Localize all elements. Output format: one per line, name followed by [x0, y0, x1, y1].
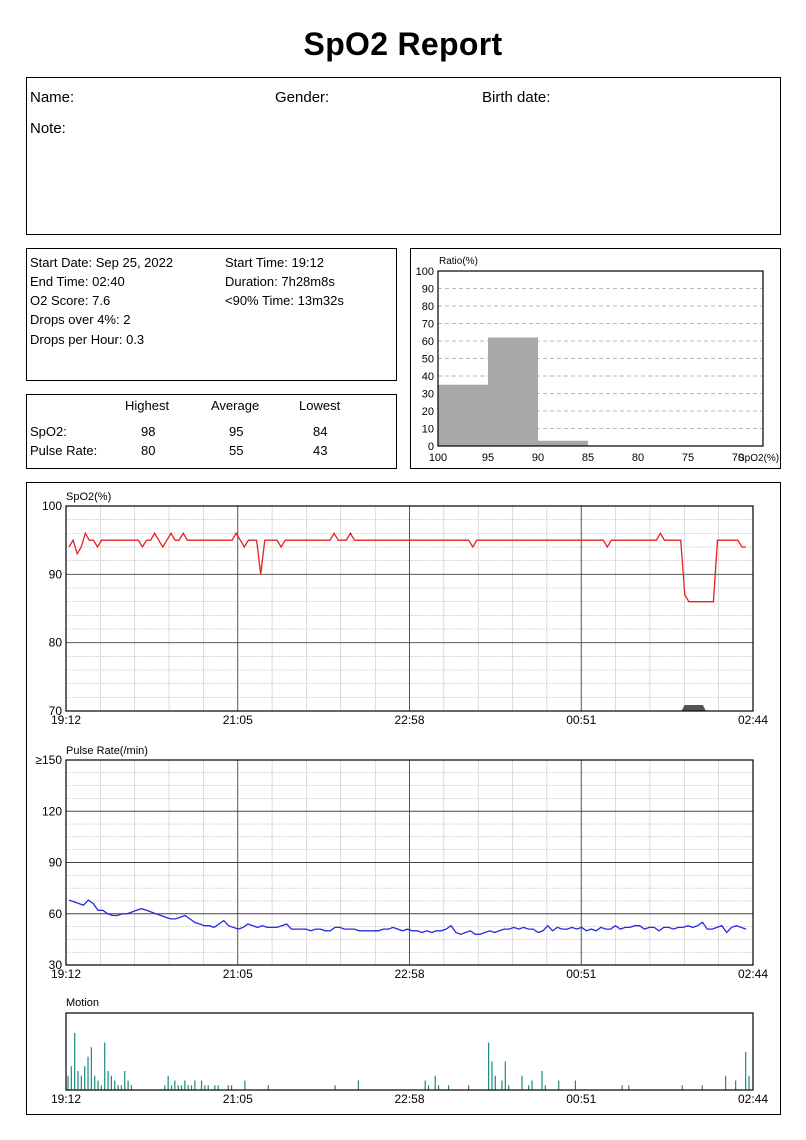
start-time: Start Time: 19:12 — [225, 255, 324, 270]
spo2-xtick: 00:51 — [566, 713, 596, 727]
pulse-xtick: 02:44 — [738, 967, 768, 981]
spo2-xtick: 19:12 — [51, 713, 81, 727]
motion-xtick: 19:12 — [51, 1092, 81, 1106]
hist-bar — [438, 384, 488, 446]
motion-xtick: 02:44 — [738, 1092, 768, 1106]
spo2-xtick: 02:44 — [738, 713, 768, 727]
name-label: Name: — [30, 89, 75, 106]
hist-ytick: 50 — [422, 354, 434, 366]
start-date: Start Date: Sep 25, 2022 — [30, 255, 174, 270]
stats-table: Highest Average Lowest SpO2: 98 95 84 Pu… — [26, 394, 397, 469]
drops-per-hour: Drops per Hour: 0.3 — [30, 332, 145, 347]
hist-ytick: 100 — [416, 266, 434, 278]
hist-ytick: 0 — [428, 441, 434, 453]
note-label: Note: — [30, 120, 66, 137]
hist-xtick: 80 — [632, 452, 644, 464]
hist-ytick: 70 — [422, 319, 434, 331]
hist-ytick: 80 — [422, 301, 434, 313]
header-average: Average — [211, 398, 260, 413]
pulse-ytick: 30 — [49, 958, 63, 972]
header-lowest: Lowest — [299, 398, 341, 413]
hist-ytick: 10 — [422, 424, 434, 436]
motion-frame — [65, 1012, 754, 1091]
motion-xtick: 00:51 — [566, 1092, 596, 1106]
hist-ytick: 90 — [422, 284, 434, 296]
hist-bar — [538, 440, 588, 446]
pulse-ytick: 60 — [49, 907, 63, 921]
hist-bar — [488, 337, 538, 446]
spo2-row-label: SpO2: — [30, 424, 67, 439]
spo2-ytick: 90 — [49, 567, 63, 581]
pulse-highest: 80 — [141, 443, 156, 458]
pulse-row-label: Pulse Rate: — [30, 443, 98, 458]
hist-ytick: 30 — [422, 389, 434, 401]
birth-date-label: Birth date: — [482, 89, 551, 106]
hist-xlabel: SpO2(%) — [738, 453, 779, 464]
hist-xtick: 90 — [532, 452, 544, 464]
below-90-time: <90% Time: 13m32s — [225, 293, 344, 308]
spo2-ytick: 80 — [49, 636, 63, 650]
pulse-xtick: 00:51 — [566, 967, 596, 981]
spo2-average: 95 — [229, 424, 244, 439]
pulse-ytick: ≥150 — [35, 753, 62, 767]
motion-xtick: 22:58 — [394, 1092, 424, 1106]
pulse-chart-label: Pulse Rate(/min) — [66, 745, 148, 757]
pulse-lowest: 43 — [313, 443, 328, 458]
spo2-frame — [65, 505, 754, 712]
patient-info-panel: Name: Gender: Birth date: Note: — [26, 77, 781, 235]
hist-frame — [437, 270, 764, 447]
hist-ytick: 40 — [422, 371, 434, 383]
pulse-xtick: 21:05 — [223, 967, 253, 981]
pulse-ytick: 90 — [49, 856, 63, 870]
spo2-lowest: 84 — [313, 424, 328, 439]
spo2-highest: 98 — [141, 424, 156, 439]
spo2-xtick: 21:05 — [223, 713, 253, 727]
drops-over-4: Drops over 4%: 2 — [30, 312, 131, 327]
hist-xtick: 95 — [482, 452, 494, 464]
hist-ylabel: Ratio(%) — [439, 256, 478, 267]
page-title: SpO2 Report — [303, 26, 503, 62]
spo2-drop-marker — [681, 705, 706, 711]
hist-ytick: 60 — [422, 336, 434, 348]
spo2-histogram: 0 10 20 30 40 50 60 70 80 90 100 100 95 90 85 80 75 70 Rat… — [416, 256, 779, 464]
hist-xtick: 75 — [682, 452, 694, 464]
hist-xtick: 100 — [429, 452, 447, 464]
histogram-panel: 0 10 20 30 40 50 60 70 80 90 100 100 95 90 85 80 75 70 Rat… — [410, 248, 781, 469]
pulse-ytick: 120 — [42, 804, 62, 818]
spo2-chart-label: SpO2(%) — [66, 491, 111, 503]
header-highest: Highest — [125, 398, 170, 413]
duration: Duration: 7h28m8s — [225, 274, 335, 289]
spo2-xtick: 22:58 — [394, 713, 424, 727]
pulse-line — [68, 899, 747, 935]
pulse-xtick: 22:58 — [394, 967, 424, 981]
end-time: End Time: 02:40 — [30, 274, 125, 289]
pulse-xtick: 19:12 — [51, 967, 81, 981]
motion-chart-label: Motion — [66, 997, 99, 1009]
summary-panel: Start Date: Sep 25, 2022 Start Time: 19:… — [26, 248, 397, 381]
spo2-ytick: 70 — [49, 704, 63, 718]
o2-score: O2 Score: 7.6 — [30, 293, 111, 308]
gender-label: Gender: — [275, 89, 330, 106]
trend-panel: SpO2(%) 100 90 80 70 19:12 21:05 22:58 00:51 02:4… — [26, 482, 781, 1115]
motion-xtick: 21:05 — [223, 1092, 253, 1106]
spo2-line — [68, 531, 746, 603]
pulse-frame — [65, 759, 754, 966]
hist-ytick: 20 — [422, 406, 434, 418]
hist-xtick: 85 — [582, 452, 594, 464]
spo2-ytick: 100 — [42, 499, 62, 513]
pulse-average: 55 — [229, 443, 244, 458]
hist-xtick: 70 — [732, 452, 744, 464]
